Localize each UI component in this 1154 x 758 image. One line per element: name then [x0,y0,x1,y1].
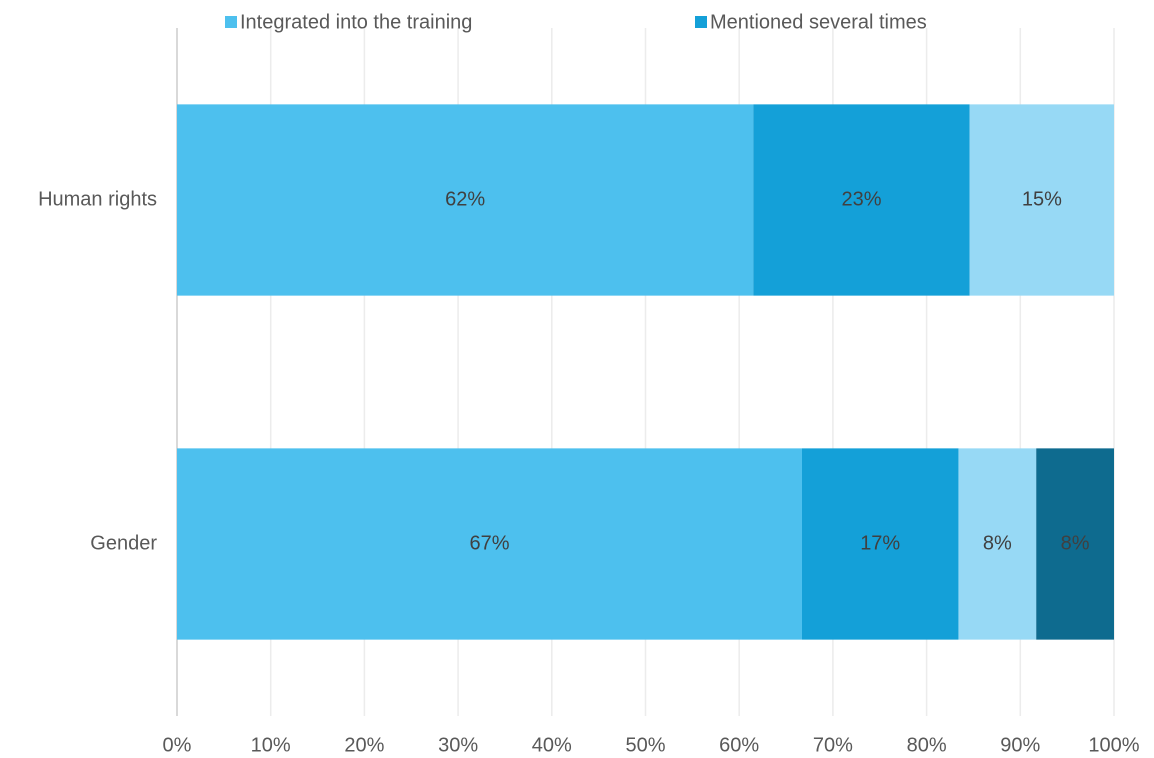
bar-segment [1036,448,1114,640]
x-tick-label: 10% [251,734,291,756]
y-tick-label: Gender [90,532,157,554]
data-label: 23% [841,188,881,210]
data-label: 8% [1061,532,1090,554]
legend-swatch [695,16,707,28]
data-label: 15% [1022,188,1062,210]
bar-segment [753,104,970,296]
data-label: 67% [469,532,509,554]
x-tick-label: 20% [344,734,384,756]
bar-segment [177,448,802,640]
y-tick-label: Human rights [38,188,157,210]
bar-segment [969,104,1114,296]
data-label: 17% [860,532,900,554]
x-tick-label: 50% [625,734,665,756]
legend-swatch [225,16,237,28]
bar-segment [801,448,959,640]
x-tick-label: 40% [532,734,572,756]
bar-segment [958,448,1037,640]
legend-label: Integrated into the training [240,11,472,33]
x-tick-label: 80% [907,734,947,756]
legend-label: Mentioned several times [710,11,927,33]
x-tick-label: 70% [813,734,853,756]
x-tick-label: 30% [438,734,478,756]
x-tick-label: 90% [1000,734,1040,756]
data-label: 62% [445,188,485,210]
bar-segment [177,104,754,296]
x-tick-label: 100% [1088,734,1139,756]
x-tick-label: 60% [719,734,759,756]
data-label: 8% [983,532,1012,554]
x-tick-label: 0% [163,734,192,756]
